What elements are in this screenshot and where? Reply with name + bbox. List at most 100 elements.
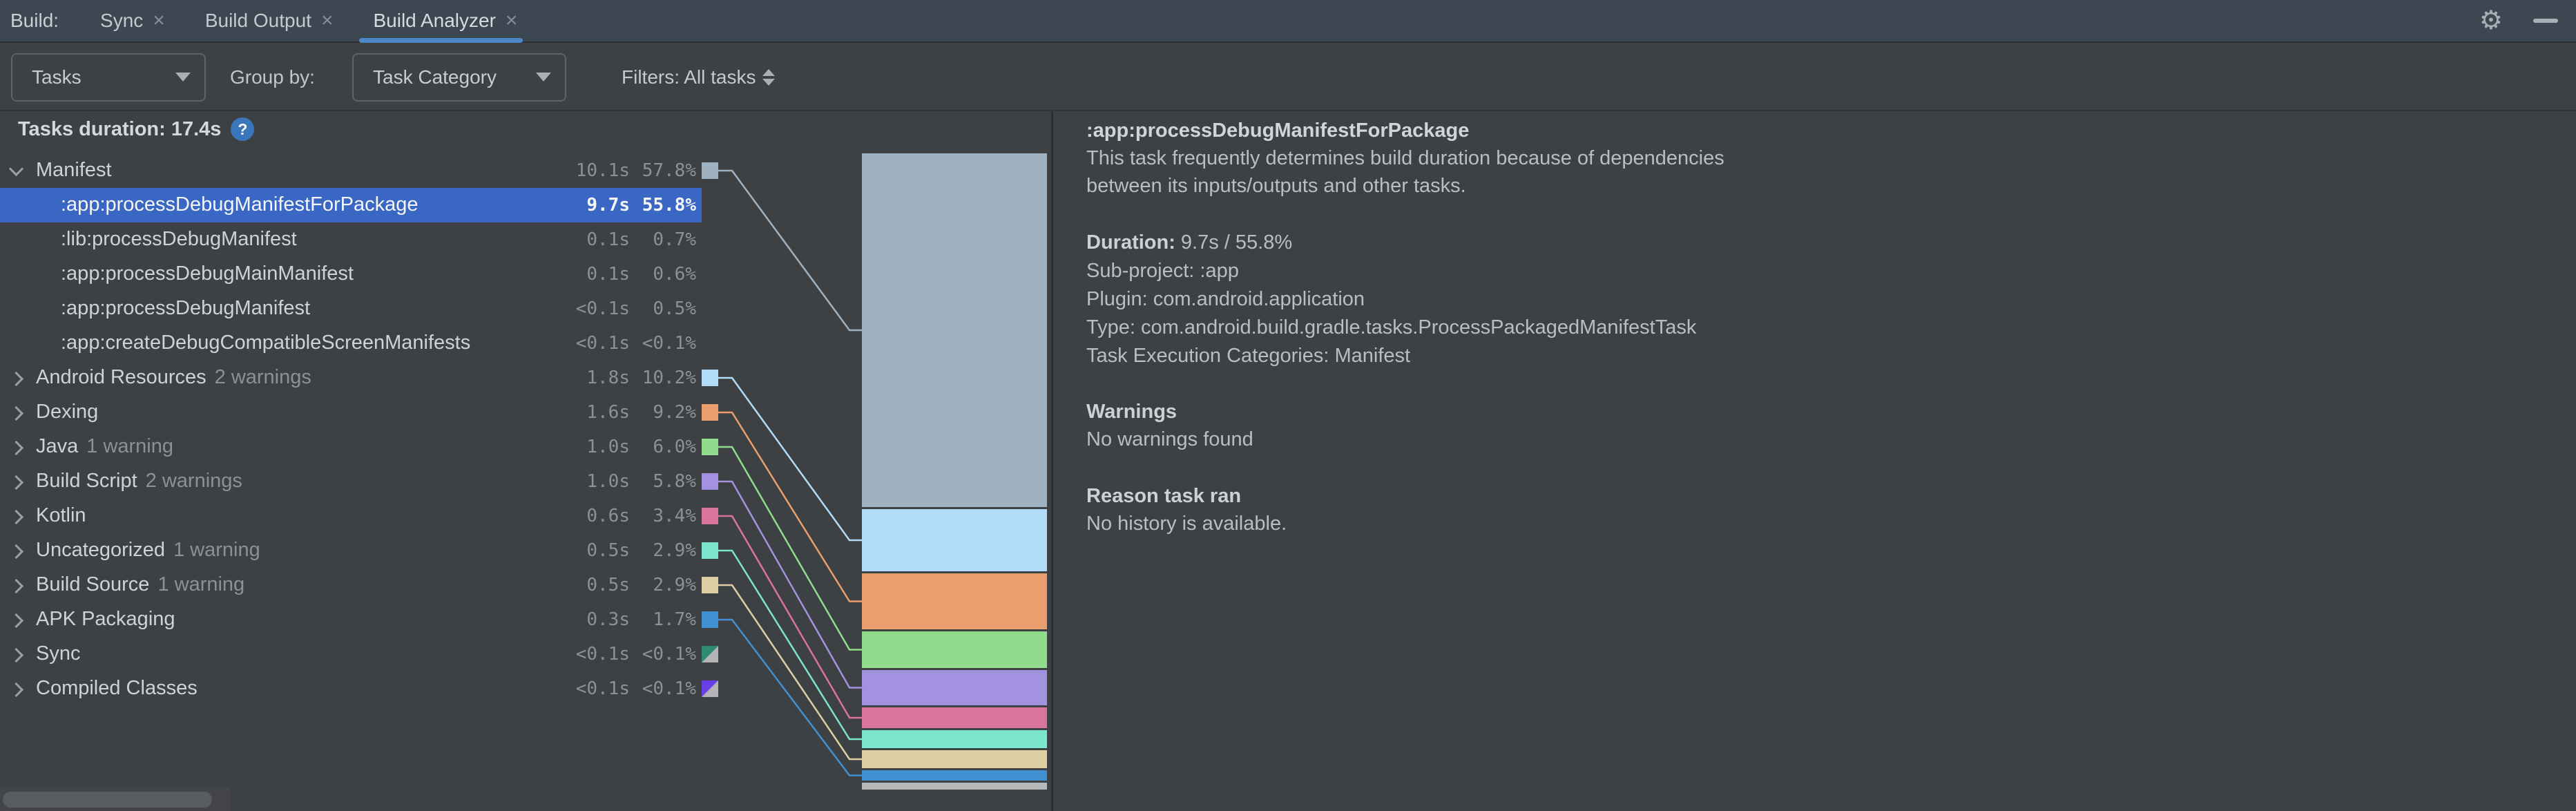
legend-connector-build_source bbox=[717, 584, 863, 761]
tab-sync-label: Sync bbox=[100, 10, 144, 31]
task-row[interactable]: Manifest 10.1s 57.8% bbox=[0, 153, 702, 188]
close-icon[interactable]: × bbox=[505, 9, 518, 32]
task-row-duration: <0.1s bbox=[575, 678, 630, 699]
task-row[interactable]: Kotlin 0.6s 3.4% bbox=[0, 499, 702, 533]
bar-segment-android_resources[interactable] bbox=[862, 509, 1047, 571]
chevron-collapsed-icon[interactable] bbox=[8, 682, 24, 698]
task-row[interactable]: Java 1 warning 1.0s 6.0% bbox=[0, 430, 702, 464]
legend-connector-uncategorized bbox=[717, 549, 863, 741]
chevron-down-icon bbox=[175, 73, 191, 82]
build-tab-bar: Build: Sync × Build Output × Build Analy… bbox=[0, 0, 2576, 43]
chevron-collapsed-icon[interactable] bbox=[8, 613, 24, 629]
task-row[interactable]: :app:processDebugManifest <0.1s 0.5% bbox=[0, 292, 702, 326]
view-select[interactable]: Tasks bbox=[11, 53, 206, 102]
tab-sync[interactable]: Sync × bbox=[100, 0, 165, 41]
close-icon[interactable]: × bbox=[320, 9, 334, 32]
tab-build-output-label: Build Output bbox=[204, 10, 311, 31]
task-row[interactable]: Dexing 1.6s 9.2% bbox=[0, 395, 702, 430]
chevron-expanded-icon[interactable] bbox=[8, 161, 24, 177]
task-row-percent: 55.8% bbox=[642, 195, 696, 216]
bar-segment-manifest[interactable] bbox=[862, 153, 1047, 507]
group-by-select[interactable]: Task Category bbox=[352, 53, 566, 102]
legend-connector-apk_packaging bbox=[717, 618, 863, 776]
task-row-percent: <0.1% bbox=[642, 678, 696, 699]
task-row-warning-count: 2 warnings bbox=[214, 366, 311, 388]
legend-connector-android_resources bbox=[717, 376, 863, 542]
task-row-duration: 0.1s bbox=[586, 229, 630, 250]
task-row-percent: 2.9% bbox=[653, 540, 696, 561]
bar-segment-dexing[interactable] bbox=[862, 573, 1047, 629]
bar-segment-build_script[interactable] bbox=[862, 670, 1047, 705]
legend-connector-manifest bbox=[717, 169, 863, 332]
panel-divider[interactable] bbox=[1051, 111, 1053, 811]
task-row-percent: 3.4% bbox=[653, 506, 696, 526]
horizontal-scrollbar-thumb[interactable] bbox=[3, 792, 212, 808]
build-prefix-label: Build: bbox=[10, 10, 59, 31]
chevron-collapsed-icon[interactable] bbox=[8, 578, 24, 594]
task-row-duration: 0.5s bbox=[586, 575, 630, 595]
task-row-percent: 10.2% bbox=[642, 368, 696, 388]
filters-label: Filters: All tasks bbox=[622, 66, 756, 88]
task-row-duration: 0.6s bbox=[586, 506, 630, 526]
task-details-panel: :app:processDebugManifestForPackage This… bbox=[1053, 111, 2576, 811]
horizontal-scrollbar-track[interactable] bbox=[0, 788, 230, 811]
task-row[interactable]: :app:processDebugManifestForPackage 9.7s 5… bbox=[0, 188, 702, 222]
tasks-duration-label: Tasks duration: 17.4s bbox=[18, 117, 222, 140]
task-row[interactable]: Android Resources 2 warnings 1.8s 10.2% bbox=[0, 361, 702, 395]
bar-segment-kotlin[interactable] bbox=[862, 707, 1047, 728]
task-row[interactable]: Build Source 1 warning 0.5s 2.9% bbox=[0, 568, 702, 602]
task-row-duration: <0.1s bbox=[575, 298, 630, 319]
tab-bar-actions: ⚙ bbox=[2479, 8, 2576, 34]
task-row[interactable]: :lib:processDebugManifest 0.1s 0.7% bbox=[0, 222, 702, 257]
task-row-name: :app:processDebugManifest bbox=[61, 297, 311, 319]
chevron-collapsed-icon[interactable] bbox=[8, 371, 24, 387]
task-row-duration: 1.0s bbox=[586, 437, 630, 457]
close-icon[interactable]: × bbox=[153, 9, 165, 32]
task-row-duration: <0.1s bbox=[575, 644, 630, 665]
chevron-collapsed-icon[interactable] bbox=[8, 647, 24, 663]
hide-tool-window-icon[interactable] bbox=[2533, 19, 2558, 23]
settings-gear-icon[interactable]: ⚙ bbox=[2479, 6, 2503, 35]
bar-segment-uncategorized[interactable] bbox=[862, 730, 1047, 748]
chevron-collapsed-icon[interactable] bbox=[8, 440, 24, 456]
task-row-warning-count: 2 warnings bbox=[145, 470, 242, 492]
chevron-collapsed-icon[interactable] bbox=[8, 509, 24, 525]
view-select-value: Tasks bbox=[32, 66, 81, 88]
chevron-collapsed-icon[interactable] bbox=[8, 406, 24, 421]
analyzer-toolbar: Tasks Group by: Task Category Filters: A… bbox=[0, 44, 2576, 111]
legend-chip-apk_packaging bbox=[702, 611, 718, 628]
chevron-collapsed-icon[interactable] bbox=[8, 475, 24, 490]
plugin-field: Plugin: com.android.application bbox=[1086, 288, 1365, 310]
type-field: Type: com.android.build.gradle.tasks.Pro… bbox=[1086, 316, 1697, 338]
legend-chip-build_script bbox=[702, 473, 718, 490]
bar-segment-remainder bbox=[862, 783, 1047, 790]
task-row[interactable]: :app:createDebugCompatibleScreenManifest… bbox=[0, 326, 702, 361]
task-description-line: This task frequently determines build du… bbox=[1086, 147, 1724, 169]
task-row[interactable]: Uncategorized 1 warning 0.5s 2.9% bbox=[0, 533, 702, 568]
legend-chip-uncategorized bbox=[702, 542, 718, 559]
tab-build-analyzer[interactable]: Build Analyzer × bbox=[359, 0, 523, 43]
bar-segment-build_source[interactable] bbox=[862, 750, 1047, 768]
task-row-percent: 57.8% bbox=[642, 160, 696, 181]
tab-build-output[interactable]: Build Output × bbox=[205, 0, 334, 41]
legend-connector-kotlin bbox=[717, 515, 863, 719]
task-row-percent: 1.7% bbox=[653, 609, 696, 630]
task-duration-chart bbox=[702, 153, 1047, 790]
task-row-percent: 0.5% bbox=[653, 298, 696, 319]
task-row[interactable]: APK Packaging 0.3s 1.7% bbox=[0, 602, 702, 637]
task-row[interactable]: Compiled Classes <0.1s <0.1% bbox=[0, 671, 702, 706]
tab-build-analyzer-label: Build Analyzer bbox=[373, 10, 496, 31]
task-row-name: Sync bbox=[36, 642, 81, 665]
filters-control[interactable]: Filters: All tasks bbox=[622, 66, 776, 88]
task-row[interactable]: Sync <0.1s <0.1% bbox=[0, 637, 702, 671]
group-by-label: Group by: bbox=[230, 66, 315, 88]
subproject-field: Sub-project: :app bbox=[1086, 260, 1239, 282]
help-icon[interactable]: ? bbox=[231, 117, 255, 141]
chevron-collapsed-icon[interactable] bbox=[8, 544, 24, 560]
task-row[interactable]: Build Script 2 warnings 1.0s 5.8% bbox=[0, 464, 702, 499]
task-row-name: :app:createDebugCompatibleScreenManifest… bbox=[61, 332, 471, 354]
task-row[interactable]: :app:processDebugMainManifest 0.1s 0.6% bbox=[0, 257, 702, 292]
bar-segment-java[interactable] bbox=[862, 631, 1047, 668]
bar-segment-apk_packaging[interactable] bbox=[862, 770, 1047, 781]
